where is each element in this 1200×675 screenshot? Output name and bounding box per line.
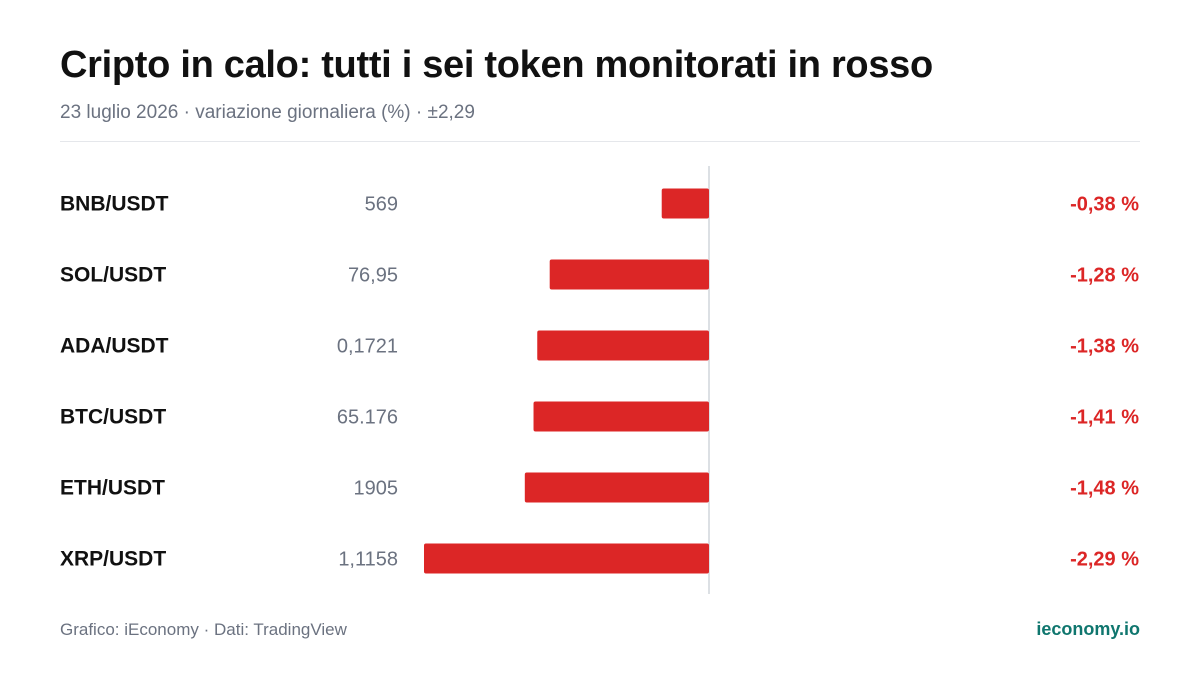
pair-label: XRP/USDT [60,548,166,571]
change-label: -1,41 % [1070,407,1139,429]
price-label: 1,1158 [338,549,398,571]
change-bar [549,259,709,290]
price-label: 65.176 [337,407,398,429]
chart-title: Cripto in calo: tutti i sei token monito… [60,44,933,86]
change-bar [424,543,709,574]
change-label: -1,38 % [1070,336,1139,358]
price-label: 0,1721 [337,336,398,358]
change-bar [524,472,709,503]
brand-link[interactable]: ieconomy.io [1036,619,1140,639]
change-label: -0,38 % [1070,194,1139,216]
pair-label: ETH/USDT [60,477,165,500]
pair-label: BTC/USDT [60,406,166,429]
change-bar [537,330,709,361]
source-credit: Grafico: iEconomy · Dati: TradingView [60,620,347,639]
pair-label: ADA/USDT [60,335,169,358]
price-label: 1905 [354,478,399,500]
change-bar [661,188,709,219]
price-label: 76,95 [348,265,398,287]
change-label: -1,48 % [1070,478,1139,500]
pair-label: SOL/USDT [60,264,166,287]
chart-subtitle: 23 luglio 2026 · variazione giornaliera … [60,102,475,123]
price-label: 569 [365,194,398,216]
change-label: -1,28 % [1070,265,1139,287]
pair-label: BNB/USDT [60,193,169,216]
change-label: -2,29 % [1070,549,1139,571]
header-divider [60,141,1140,142]
change-bar [533,401,709,432]
